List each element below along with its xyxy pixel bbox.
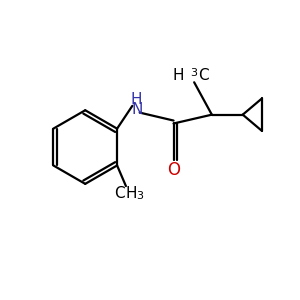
Text: H: H [125,186,137,201]
Text: N: N [131,102,142,117]
Text: 3: 3 [136,191,144,201]
Text: 3: 3 [190,68,197,78]
Text: C: C [114,186,125,201]
Text: O: O [167,161,180,179]
Text: H: H [131,92,142,106]
Text: H: H [172,68,184,83]
Text: C: C [198,68,208,83]
